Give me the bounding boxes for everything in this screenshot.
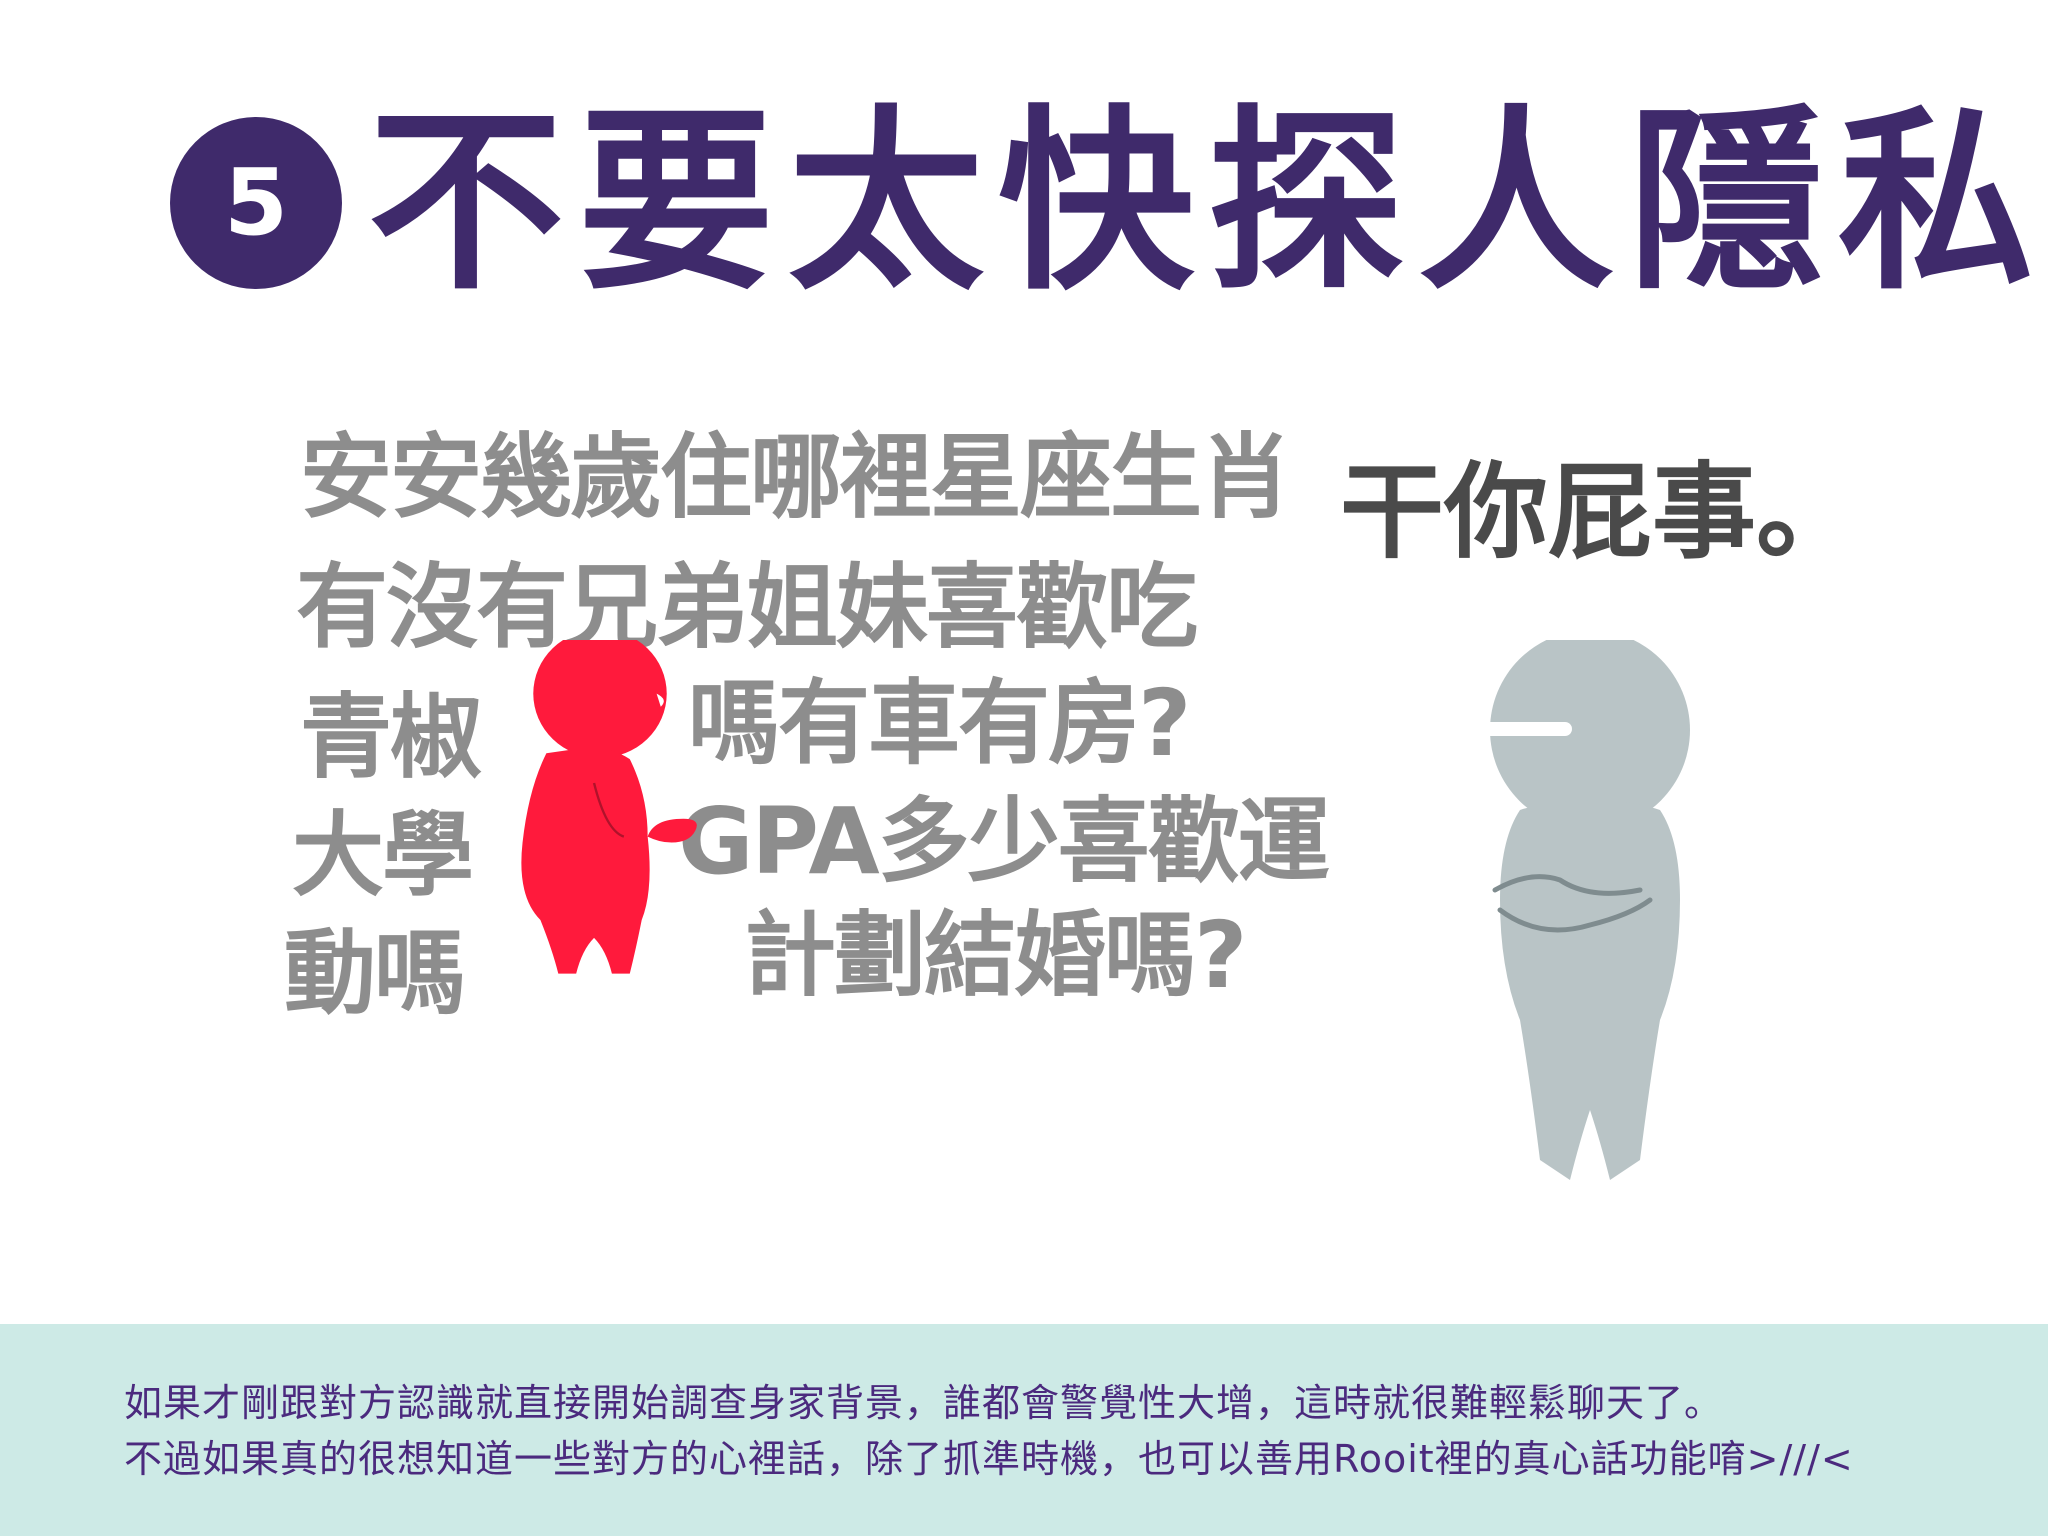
step-number: 5 (223, 149, 288, 256)
question-line: 大學 (292, 802, 474, 909)
title-row: 5 不要太快探人隱私 (170, 88, 2048, 318)
question-line: 青椒 (300, 684, 482, 791)
question-line: 動嗎 (284, 920, 466, 1027)
reply-text: 干你屁事。 (1340, 451, 1861, 573)
page-title: 不要太快探人隱私 (368, 89, 2048, 317)
listener-figure (1480, 640, 1690, 1180)
footer-caption: 如果才剛跟對方認識就直接開始調查身家背景，誰都會警覺性大增，這時就很難輕鬆聊天了… (0, 1324, 2048, 1536)
question-line: GPA多少喜歡運 (678, 788, 1330, 895)
question-line: 計劃結婚嗎? (744, 902, 1247, 1009)
step-number-badge: 5 (170, 117, 342, 289)
caption-line-2: 不過如果真的很想知道一些對方的心裡話，除了抓準時機，也可以善用Rooit裡的真心… (124, 1437, 1854, 1481)
caption-line-1: 如果才剛跟對方認識就直接開始調查身家背景，誰都會警覺性大增，這時就很難輕鬆聊天了… (124, 1381, 1724, 1425)
speaker-figure (521, 640, 697, 974)
illustration: 安安幾歲住哪裡星座生肖 有沒有兄弟姐妹喜歡吃 青椒 嗎有車有房? 大學 GPA多… (0, 380, 2048, 1240)
question-line: 有沒有兄弟姐妹喜歡吃 (296, 554, 1198, 661)
question-line: 安安幾歲住哪裡星座生肖 (300, 424, 1292, 531)
question-line: 嗎有車有房? (688, 670, 1191, 777)
question-text-block: 安安幾歲住哪裡星座生肖 有沒有兄弟姐妹喜歡吃 青椒 嗎有車有房? 大學 GPA多… (0, 380, 2048, 1240)
